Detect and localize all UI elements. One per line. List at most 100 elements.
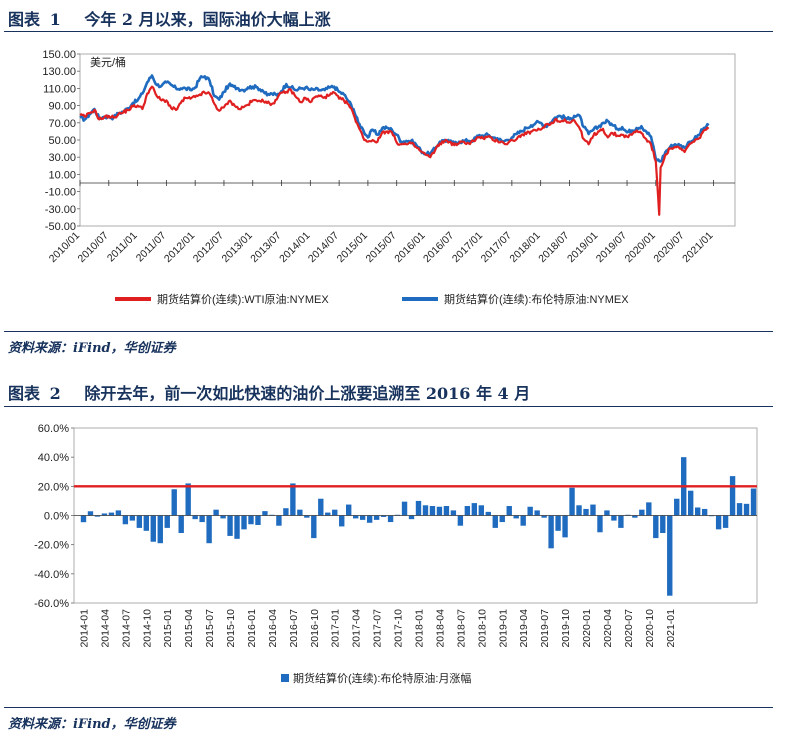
- bar: [506, 506, 512, 516]
- bar: [248, 515, 254, 525]
- bar: [171, 489, 177, 516]
- figure1-bottom-rule: [4, 331, 773, 332]
- bar: [185, 483, 191, 516]
- x-tick-label: 2015/01: [335, 230, 370, 265]
- bar: [513, 515, 519, 519]
- x-tick-label: 2012/07: [191, 230, 226, 265]
- figure2-chart: 60.0% 40.0% 20.0% 0.0% -20.0% -40.0% -60.0% 201…: [34, 423, 758, 685]
- x-tick-label: 2014/07: [306, 230, 341, 265]
- figure1-title-text: 今年 2 月以来，国际油价大幅上涨: [84, 10, 331, 29]
- y-tick-label: 130.00: [42, 66, 76, 78]
- bar: [192, 515, 198, 520]
- bar: [115, 510, 122, 516]
- bar: [520, 515, 526, 526]
- bar: [150, 515, 156, 542]
- bar: [366, 515, 373, 523]
- y-tick-label: -10.00: [45, 187, 76, 199]
- x-tick-label: 2019/01: [565, 230, 600, 265]
- bar: [143, 515, 149, 531]
- bar: [276, 515, 282, 526]
- bar: [304, 515, 310, 518]
- bar: [122, 515, 129, 525]
- bar: [422, 505, 429, 516]
- bar: [499, 515, 505, 523]
- bar: [255, 515, 261, 525]
- figure1-chart: 150.00 130.00 110.00 90.00 70.00 50.00 30.00 10…: [42, 49, 736, 306]
- x-tick-label: 2021/01: [680, 230, 715, 265]
- bar: [548, 515, 554, 549]
- y-tick-label: -20.0%: [34, 540, 69, 552]
- bar: [583, 508, 589, 516]
- figure1-source: 资料来源：iFind，华创证券: [8, 341, 176, 356]
- x-tick-label: 2015-10: [225, 609, 237, 648]
- bar: [688, 490, 694, 516]
- x-tick-label: 2016-01: [246, 609, 258, 648]
- x-tick-label: 2012/01: [162, 230, 197, 265]
- y-tick-label: 10.00: [48, 169, 76, 181]
- y-tick-label: 30.00: [48, 152, 76, 164]
- bar: [464, 506, 471, 516]
- bar: [485, 511, 491, 516]
- x-tick-label: 2014-04: [99, 609, 111, 648]
- figure1-top-rule: [4, 31, 773, 32]
- wti-series-line: [79, 85, 710, 216]
- legend-label: 期货结算价(连续):布伦特原油:NYMEX: [444, 292, 629, 306]
- legend-label: 期货结算价(连续):WTI原油:NYMEX: [157, 292, 329, 306]
- bar: [590, 504, 596, 516]
- bar: [618, 515, 624, 528]
- bar: [436, 506, 443, 516]
- x-tick-label: 2010/07: [76, 230, 111, 265]
- bar: [325, 512, 331, 516]
- y-tick-label: -40.0%: [34, 569, 69, 581]
- bar: [743, 503, 750, 516]
- figure2-title-prefix: 图表: [8, 384, 41, 403]
- bar: [611, 515, 617, 521]
- x-tick-label: 2013/07: [248, 230, 283, 265]
- x-tick-label: 2016-10: [309, 609, 321, 648]
- bar: [715, 515, 722, 530]
- y-tick-label: 40.0%: [38, 452, 69, 464]
- y-tick-label: 70.00: [48, 118, 76, 130]
- bar: [290, 483, 296, 516]
- bar: [604, 510, 610, 516]
- bar: [318, 498, 324, 516]
- bar: [667, 515, 673, 596]
- x-tick-label: 2016/07: [421, 230, 456, 265]
- bar: [653, 515, 659, 539]
- y-tick-label: -60.0%: [34, 598, 69, 610]
- bar: [408, 515, 415, 520]
- bar: [227, 515, 233, 536]
- x-tick-label: 2010/01: [47, 230, 82, 265]
- brent-series-line: [79, 74, 710, 163]
- bar: [429, 506, 436, 516]
- x-tick-label: 2015-01: [162, 609, 174, 648]
- bar: [373, 515, 380, 520]
- x-tick-label: 2020-01: [581, 609, 593, 648]
- x-tick-label: 2017-07: [372, 609, 384, 648]
- x-tick-label: 2017-04: [351, 609, 363, 648]
- bar: [129, 515, 136, 521]
- figure2-title-number: 2: [49, 384, 61, 403]
- x-tick-label: 2020-07: [623, 609, 635, 648]
- bar: [136, 515, 143, 528]
- bar: [206, 515, 212, 544]
- x-tick-label: 2017-10: [393, 609, 405, 648]
- x-tick-label: 2014-10: [141, 609, 153, 648]
- bar: [555, 515, 561, 531]
- bar: [359, 515, 366, 520]
- x-tick-label: 2019-04: [518, 609, 530, 648]
- x-tick-label: 2020/07: [651, 230, 686, 265]
- bar: [352, 515, 359, 519]
- bar: [443, 506, 450, 516]
- legend-swatch: [281, 674, 289, 682]
- figure2-source: 资料来源：iFind，华创证券: [8, 717, 176, 732]
- x-tick-label: 2015-04: [183, 609, 195, 648]
- x-tick-label: 2018-07: [455, 609, 467, 648]
- bar: [297, 509, 303, 516]
- x-tick-label: 2018-01: [414, 609, 426, 648]
- bar: [332, 509, 338, 516]
- bar: [541, 515, 547, 518]
- bar: [387, 515, 394, 523]
- bar: [401, 501, 408, 516]
- y-tick-label: 110.00: [43, 83, 76, 95]
